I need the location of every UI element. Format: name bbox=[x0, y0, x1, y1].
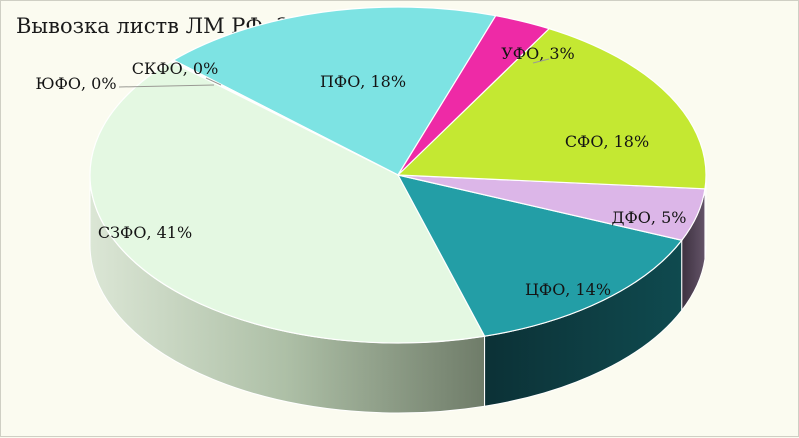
slice-szfo bbox=[89, 60, 486, 344]
data-label-pfo: ПФО, 18% bbox=[320, 72, 406, 91]
data-label-skfo: СКФО, 0% bbox=[132, 59, 219, 78]
data-label-szfo: СЗФО, 41% bbox=[98, 223, 192, 242]
slice-pfo bbox=[172, 6, 497, 176]
data-label-sfo: СФО, 18% bbox=[565, 132, 649, 151]
data-label-cfo: ЦФО, 14% bbox=[525, 280, 611, 299]
leader-line-yufo bbox=[118, 84, 215, 88]
leader-line-skfo bbox=[205, 77, 222, 86]
slice-sfo bbox=[396, 27, 707, 190]
slice-cfo bbox=[396, 174, 683, 337]
data-label-yufo: ЮФО, 0% bbox=[35, 74, 116, 93]
data-label-ufo: УФО, 3% bbox=[501, 44, 575, 63]
leader-line-ufo bbox=[532, 58, 550, 64]
slice-ufo bbox=[397, 15, 551, 176]
data-label-dfo: ДФО, 5% bbox=[612, 208, 687, 227]
